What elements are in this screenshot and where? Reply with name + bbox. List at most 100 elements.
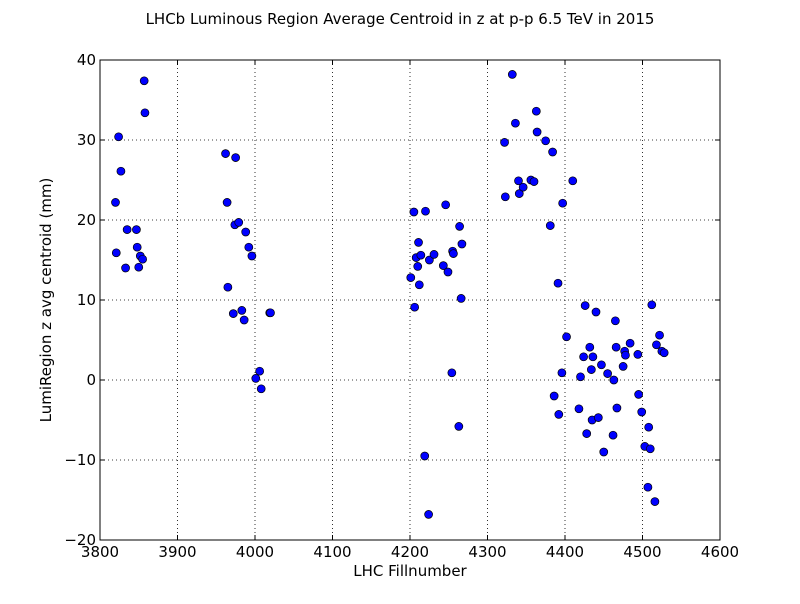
data-point — [443, 267, 453, 277]
data-point — [529, 177, 539, 186]
data-point — [611, 316, 620, 326]
data-point — [228, 309, 238, 318]
data-point — [116, 166, 126, 176]
data-point — [644, 422, 654, 432]
data-point — [255, 366, 264, 376]
data-point — [414, 238, 423, 247]
data-point — [438, 261, 448, 270]
data-point — [549, 391, 559, 401]
data-point — [621, 350, 630, 360]
y-tick-label: 0 — [86, 371, 96, 389]
data-point — [457, 239, 467, 249]
grid — [99, 59, 721, 541]
data-point — [241, 227, 251, 237]
data-point — [558, 198, 568, 208]
data-point — [541, 136, 550, 146]
data-point — [424, 510, 433, 519]
data-point — [553, 278, 563, 288]
data-point — [247, 251, 257, 261]
data-point — [637, 407, 647, 417]
y-tick-label: 40 — [77, 51, 96, 69]
data-point — [234, 218, 244, 227]
data-point — [585, 342, 595, 352]
data-point — [425, 255, 434, 265]
data-point — [114, 132, 123, 142]
data-point — [548, 147, 557, 157]
data-point — [134, 262, 144, 272]
data-point — [612, 403, 622, 413]
y-tick-label: 20 — [77, 211, 96, 229]
data-point — [111, 198, 120, 207]
data-point — [625, 338, 635, 348]
data-point — [500, 138, 509, 147]
x-tick-label: 4100 — [313, 543, 351, 561]
data-point — [562, 332, 571, 342]
data-point — [568, 176, 578, 186]
data-point — [579, 352, 588, 362]
data-point — [580, 301, 590, 310]
data-point — [518, 182, 528, 192]
data-point — [454, 422, 464, 431]
data-point — [507, 70, 517, 79]
data-point — [599, 447, 609, 457]
data-point — [597, 360, 606, 370]
data-point — [416, 250, 426, 260]
data-point — [593, 413, 603, 422]
data-point — [256, 384, 266, 394]
data-point — [650, 497, 660, 506]
data-point — [449, 249, 458, 258]
data-point — [511, 118, 520, 128]
data-point — [514, 189, 524, 198]
data-point — [554, 410, 564, 419]
x-tick-label: 3900 — [158, 543, 196, 561]
data-point — [618, 362, 628, 371]
data-point — [421, 206, 430, 216]
data-point — [557, 368, 567, 378]
data-point — [633, 350, 643, 359]
axis-ticks: 3800 3900 4000 4100 4200 4300 4400 4500 4600 −20 −… — [64, 51, 739, 561]
data-point — [410, 302, 419, 312]
data-point — [237, 306, 247, 315]
data-points — [111, 70, 669, 519]
data-point — [652, 340, 661, 350]
data-point — [611, 342, 621, 352]
x-tick-label: 4400 — [546, 543, 584, 561]
data-point — [409, 207, 419, 217]
y-tick-label: 10 — [77, 291, 96, 309]
data-point — [132, 225, 141, 234]
data-point — [531, 106, 541, 116]
data-point — [647, 300, 657, 310]
data-point — [655, 330, 664, 340]
chart-title: LHCb Luminous Region Average Centroid in… — [146, 10, 655, 28]
data-point — [223, 282, 233, 292]
x-tick-label: 4500 — [623, 543, 661, 561]
y-tick-label: 30 — [77, 131, 96, 149]
data-point — [643, 482, 653, 492]
data-point — [500, 192, 510, 202]
data-point — [441, 200, 450, 210]
data-point — [588, 352, 598, 362]
data-point — [659, 348, 669, 358]
y-tick-label: −20 — [64, 531, 96, 549]
data-point — [244, 242, 254, 252]
data-point — [514, 176, 523, 186]
data-point — [609, 375, 619, 385]
data-point — [122, 225, 132, 234]
data-point — [239, 315, 249, 325]
data-point — [582, 429, 592, 438]
data-point — [591, 307, 601, 317]
y-tick-label: −10 — [64, 451, 96, 469]
data-point — [429, 250, 439, 259]
data-point — [251, 374, 261, 383]
x-tick-label: 4300 — [468, 543, 506, 561]
data-point — [532, 127, 542, 137]
data-point — [420, 451, 430, 461]
data-point — [586, 365, 596, 374]
data-point — [576, 372, 585, 382]
data-point — [140, 108, 150, 118]
data-point — [447, 368, 457, 378]
data-point — [574, 404, 584, 414]
data-point — [414, 280, 424, 290]
